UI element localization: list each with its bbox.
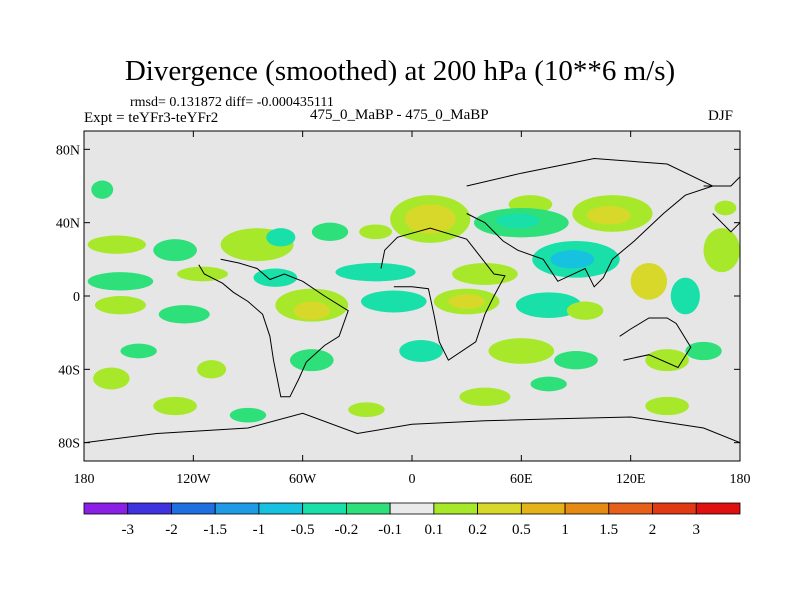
field-blob bbox=[566, 301, 604, 320]
colorbar-label: 2 bbox=[649, 522, 657, 538]
field-blob bbox=[448, 294, 485, 309]
field-blob bbox=[120, 343, 157, 359]
coastline bbox=[198, 258, 349, 398]
colorbar-swatch bbox=[389, 502, 435, 515]
field-blob bbox=[495, 213, 540, 229]
coastline bbox=[380, 227, 506, 361]
case-label: 475_0_MaBP - 475_0_MaBP bbox=[310, 107, 489, 123]
field-blob bbox=[348, 402, 385, 417]
y-tick-label: 40S bbox=[58, 363, 80, 378]
field-blob bbox=[630, 263, 668, 300]
colorbar-swatch bbox=[564, 502, 610, 515]
colorbar-label: 1 bbox=[561, 522, 569, 538]
y-tick-label: 0 bbox=[73, 290, 80, 305]
colorbar-swatch bbox=[127, 502, 172, 515]
colorbar-label: -0.1 bbox=[378, 522, 402, 538]
colorbar-label: 1.5 bbox=[599, 522, 618, 538]
field-blob bbox=[685, 341, 722, 361]
colorbar-label: 3 bbox=[693, 522, 701, 538]
colorbar-swatch bbox=[83, 502, 129, 515]
field-blob bbox=[515, 292, 582, 318]
colorbar-swatch bbox=[302, 502, 347, 515]
x-tick-label: 120E bbox=[616, 472, 646, 487]
colorbar-swatch bbox=[608, 502, 653, 515]
divergence-field bbox=[87, 180, 740, 423]
field-blob bbox=[91, 180, 114, 199]
field-blob bbox=[703, 228, 740, 273]
field-blob bbox=[311, 222, 349, 241]
field-blob bbox=[359, 224, 392, 240]
field-blob bbox=[360, 290, 427, 313]
field-blob bbox=[554, 351, 598, 370]
field-blob bbox=[266, 228, 296, 247]
colorbar-label: 0.5 bbox=[512, 522, 531, 538]
colorbar-swatch bbox=[214, 502, 260, 515]
colorbar-swatch bbox=[652, 502, 697, 515]
field-blob bbox=[153, 396, 197, 416]
field-blob bbox=[335, 263, 416, 282]
x-tick-label: 60W bbox=[289, 472, 317, 487]
colorbar-label: -0.5 bbox=[291, 522, 315, 538]
colorbar-swatch bbox=[258, 502, 304, 515]
colorbar-swatch bbox=[695, 502, 741, 515]
coastline bbox=[703, 176, 740, 233]
field-blob bbox=[94, 296, 146, 315]
field-blob bbox=[87, 272, 154, 291]
field-blob bbox=[229, 407, 267, 423]
coastline bbox=[619, 317, 692, 369]
field-blob bbox=[714, 200, 737, 216]
colorbar: -3 -2 -1.5 -1 -0.5 -0.2 -0.1 0.1 0.2 0.5 1 1.5 2 3 bbox=[83, 502, 741, 538]
field-blob bbox=[488, 338, 555, 364]
field-blob bbox=[289, 349, 334, 372]
field-blob bbox=[93, 367, 130, 390]
colorbar-label: -2 bbox=[165, 522, 178, 538]
colorbar-swatch bbox=[345, 502, 391, 515]
x-tick-label: 180 bbox=[74, 472, 95, 487]
field-blob bbox=[586, 206, 631, 225]
field-blob bbox=[670, 277, 700, 315]
field-blob bbox=[176, 266, 228, 282]
field-blob bbox=[196, 360, 227, 379]
colorbar-swatch bbox=[520, 502, 566, 515]
y-tick-label: 80S bbox=[58, 437, 80, 452]
x-axis: 180 120W 60W 0 60E 120E 180 bbox=[74, 131, 751, 487]
field-blob bbox=[158, 305, 210, 324]
colorbar-swatch bbox=[433, 502, 479, 515]
field-blob bbox=[399, 340, 443, 362]
field-blob bbox=[459, 387, 511, 407]
x-tick-label: 120W bbox=[176, 472, 211, 487]
x-tick-label: 0 bbox=[409, 472, 416, 487]
coastlines bbox=[84, 157, 740, 444]
x-tick-label: 180 bbox=[730, 472, 751, 487]
colorbar-label: -0.2 bbox=[335, 522, 359, 538]
field-blob bbox=[530, 376, 567, 392]
colorbar-label: -1 bbox=[253, 522, 266, 538]
y-axis: 80N 40N 0 40S 80S bbox=[56, 143, 740, 452]
experiment-label: Expt = teYFr3-teYFr2 bbox=[84, 110, 219, 126]
field-blob bbox=[404, 204, 456, 234]
colorbar-label: -1.5 bbox=[203, 522, 227, 538]
colorbar-label: 0.1 bbox=[424, 522, 443, 538]
colorbar-swatch bbox=[171, 502, 216, 515]
field-blob bbox=[645, 349, 689, 372]
x-tick-label: 60E bbox=[510, 472, 533, 487]
colorbar-swatch bbox=[477, 502, 522, 515]
coastline bbox=[466, 157, 715, 288]
field-blob bbox=[153, 239, 197, 262]
colorbar-label: -3 bbox=[121, 522, 134, 538]
stats-label: rmsd= 0.131872 diff= -0.000435111 bbox=[130, 95, 334, 110]
chart-title: Divergence (smoothed) at 200 hPa (10**6 … bbox=[124, 55, 676, 87]
colorbar-label: 0.2 bbox=[468, 522, 487, 538]
y-tick-label: 40N bbox=[56, 217, 80, 232]
field-blob bbox=[87, 235, 146, 254]
coastline bbox=[84, 412, 740, 444]
field-blob bbox=[452, 263, 518, 285]
field-blob bbox=[293, 301, 330, 320]
y-tick-label: 80N bbox=[56, 143, 80, 158]
season-label: DJF bbox=[708, 108, 734, 124]
field-blob bbox=[550, 250, 595, 269]
field-blob bbox=[645, 396, 689, 416]
